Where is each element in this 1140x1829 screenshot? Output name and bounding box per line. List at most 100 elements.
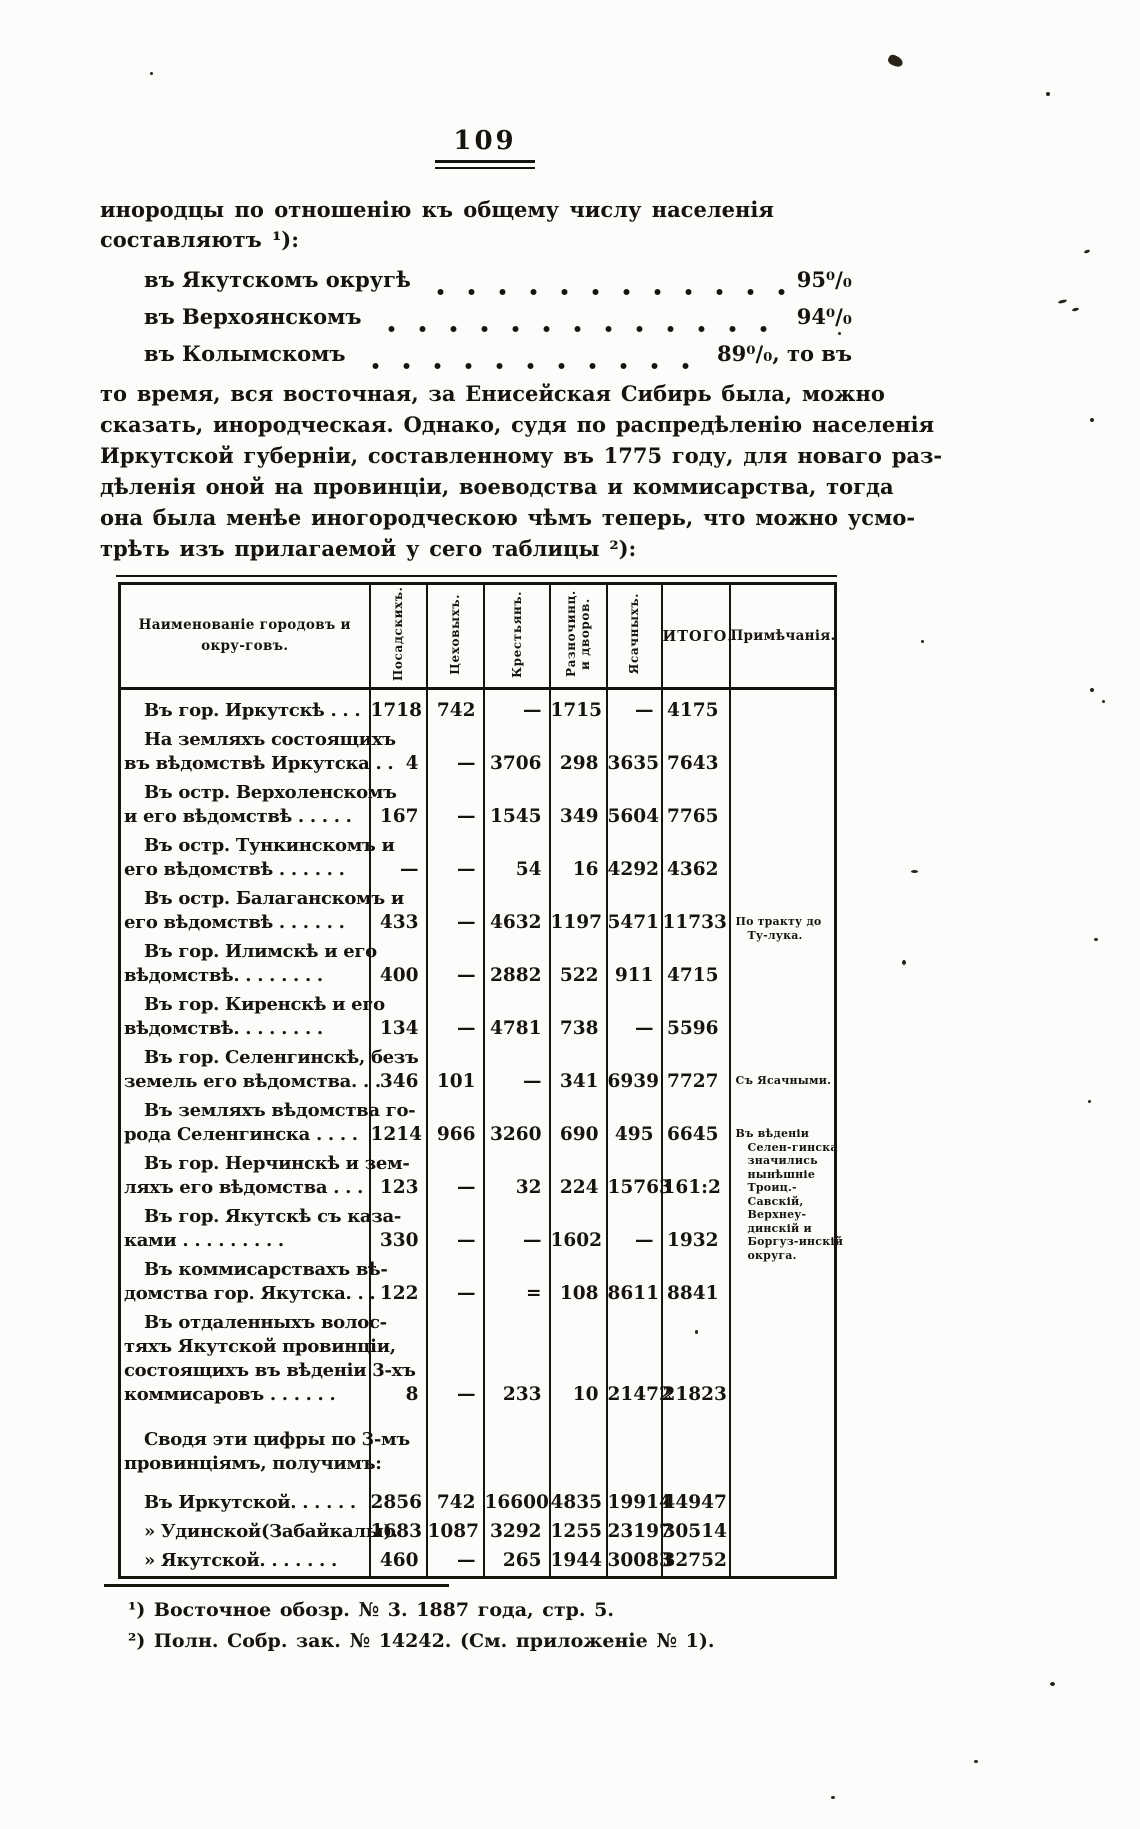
tsekhovykh-cell [425, 1410, 484, 1479]
note-cell [728, 1309, 836, 1410]
note-cell [728, 688, 836, 726]
row-label: Въ Иркутской. . . . . . [120, 1479, 370, 1518]
label-line: Въ коммисарствахъ вѣ- [144, 1259, 388, 1280]
label-line: Сводя эти цифры по 3-мъ [144, 1429, 410, 1450]
tsekhovykh-cell: — [425, 1547, 484, 1578]
posadskikh-cell: 2856 [368, 1479, 427, 1518]
krestyan-cell: 3706 [482, 726, 550, 779]
note-cell: Въ вѣденіи Селен-гинска значились нынѣшн… [728, 1097, 843, 1262]
page-number-rule [435, 160, 535, 169]
scan-speck [1094, 938, 1098, 941]
tsekhovykh-cell: 966 [425, 1097, 484, 1150]
row-label: Въ остр. Балаганскомъ и его вѣдомствѣ . .… [120, 885, 404, 938]
label-line: Въ Иркутской. . . . . . [144, 1492, 356, 1513]
scan-speck [1071, 307, 1080, 312]
row-label: Сводя эти цифры по 3-мъ провинціямъ, полу… [120, 1410, 410, 1479]
raznochintsy-cell: 690 [548, 1097, 607, 1150]
itogo-cell: 6645 [660, 1097, 730, 1150]
scan-speck [921, 640, 924, 643]
table-header-row: Наименованіе городовъ и окру-говъ. Посад… [119, 583, 836, 690]
row-note: Съ Ясачными. [735, 1074, 832, 1087]
label-line: Въ гор. Селенгинскѣ, безъ [144, 1047, 419, 1068]
raznochintsy-cell: 4835 [548, 1479, 607, 1518]
raznochintsy-cell: 10 [548, 1309, 607, 1410]
row-label: Въ гор. Нерчинскѣ и зем-ляхъ его вѣдомст… [120, 1150, 410, 1203]
tsekhovykh-cell: — [425, 1150, 484, 1203]
scan-speck [695, 1330, 698, 1334]
paragraph-line: дѣленія оной на провинціи, воеводства и … [100, 474, 894, 499]
posadskikh-cell [368, 1410, 427, 1479]
krestyan-cell: 54 [482, 832, 550, 885]
scan-speck [150, 72, 153, 75]
posadskikh-cell: 134 [368, 991, 427, 1044]
label-line: рода Селенгинска . . . . [124, 1124, 358, 1145]
tsekhovykh-cell: — [425, 779, 484, 832]
column-header-itogo: ИТОГО. [660, 583, 732, 690]
note-cell [728, 779, 836, 832]
itogo-cell [660, 1410, 730, 1479]
label-line: На земляхъ состоящихъ [144, 729, 396, 750]
table-row: Въ земляхъ вѣдомства го-рода Селенгинска… [120, 1097, 843, 1262]
label-line: Въ остр. Балаганскомъ и [144, 888, 404, 909]
scan-speck [1057, 298, 1068, 305]
label-line: тяхъ Якутской провинціи, [124, 1336, 396, 1357]
scan-speck [1046, 92, 1050, 96]
paragraph-line: то время, вся восточная, за Енисейская С… [100, 381, 885, 406]
label-line: земель его вѣдомства. . . [124, 1071, 381, 1092]
row-label: Въ гор. Илимскѣ и его вѣдомствѣ. . . . . … [120, 938, 377, 991]
raznochintsy-cell: 16 [548, 832, 607, 885]
yasachnykh-cell: — [605, 1203, 662, 1256]
row-label: Въ гор. Селенгинскѣ, безъ земель его вѣдо… [120, 1044, 419, 1097]
krestyan-cell: 3260 [482, 1097, 550, 1150]
column-header-krestyan: Крестьянъ. [482, 583, 550, 690]
table-row: Въ гор. Илимскѣ и его вѣдомствѣ. . . . . … [120, 938, 836, 991]
label-line: » Якутской. . . . . . . [144, 1550, 337, 1571]
itogo-cell: 5596 [660, 991, 730, 1044]
yasachnykh-cell: 5604 [605, 779, 662, 832]
itogo-cell: 30514 [660, 1518, 730, 1547]
yasachnykh-cell: — [605, 688, 662, 726]
table-row: Въ остр. Тункинскомъ и его вѣдомствѣ . . … [120, 832, 836, 885]
label-line: его вѣдомствѣ . . . . . . [124, 859, 345, 880]
krestyan-cell: — [482, 688, 550, 726]
scan-speck [1088, 1100, 1091, 1103]
table-row: » Якутской. . . . . . . 460—265 1944 30083 3… [120, 1547, 836, 1578]
raznochintsy-cell: 298 [548, 726, 607, 779]
krestyan-cell: 16600 [482, 1479, 550, 1518]
posadskikh-cell: 167 [368, 779, 427, 832]
label-line: въ вѣдомствѣ Иркутска . . [124, 753, 394, 774]
paragraph-line: она была менѣе иногородческою чѣмъ тепер… [100, 505, 916, 530]
note-cell [728, 991, 836, 1044]
itogo-cell: 11733 [660, 885, 730, 938]
krestyan-cell: 32 [482, 1150, 550, 1203]
posadskikh-cell: 433 [368, 885, 427, 938]
row-label: Въ остр. Тункинскомъ и его вѣдомствѣ . . … [120, 832, 395, 885]
raznochintsy-cell: 224 [548, 1150, 607, 1203]
census-table: Наименованіе городовъ и окру-говъ. Посад… [118, 582, 843, 1579]
label-line: Въ отдаленныхъ волос- [144, 1312, 387, 1333]
note-cell [728, 1518, 836, 1547]
krestyan-cell: 2882 [482, 938, 550, 991]
label-line: вѣдомствѣ. . . . . . . . [124, 1018, 323, 1039]
label-line: Въ гор. Нерчинскѣ и зем- [144, 1153, 410, 1174]
posadskikh-cell: 460 [368, 1547, 427, 1578]
row-label: Въ гор. Киренскѣ и его вѣдомствѣ. . . . .… [120, 991, 385, 1044]
krestyan-cell: 233 [482, 1309, 550, 1410]
column-header-names: Наименованіе городовъ и окру-говъ. [119, 583, 370, 690]
column-header-posadskikh: Посадскихъ. [368, 583, 427, 690]
yasachnykh-cell: 6939 [605, 1044, 662, 1097]
table-row: Въ Иркутской. . . . . . 2856 742 16600 4835 1… [120, 1479, 836, 1518]
raznochintsy-cell: 522 [548, 938, 607, 991]
row-label: Въ отдаленныхъ волос-тяхъ Якутской прови… [120, 1309, 416, 1410]
tsekhovykh-cell: 101 [425, 1044, 484, 1097]
scan-speck [831, 1796, 835, 1799]
tsekhovykh-cell: 742 [425, 688, 484, 726]
ink-blot [886, 53, 905, 69]
table-row: Въ коммисарствахъ вѣ-домства гор. Якутск… [120, 1256, 836, 1309]
raznochintsy-cell: 1197 [548, 885, 607, 938]
label-line: состоящихъ въ вѣденіи 3-хъ [124, 1360, 416, 1381]
scan-speck [911, 870, 918, 873]
note-cell: Съ Ясачными. [728, 1044, 836, 1097]
note-cell [728, 832, 836, 885]
